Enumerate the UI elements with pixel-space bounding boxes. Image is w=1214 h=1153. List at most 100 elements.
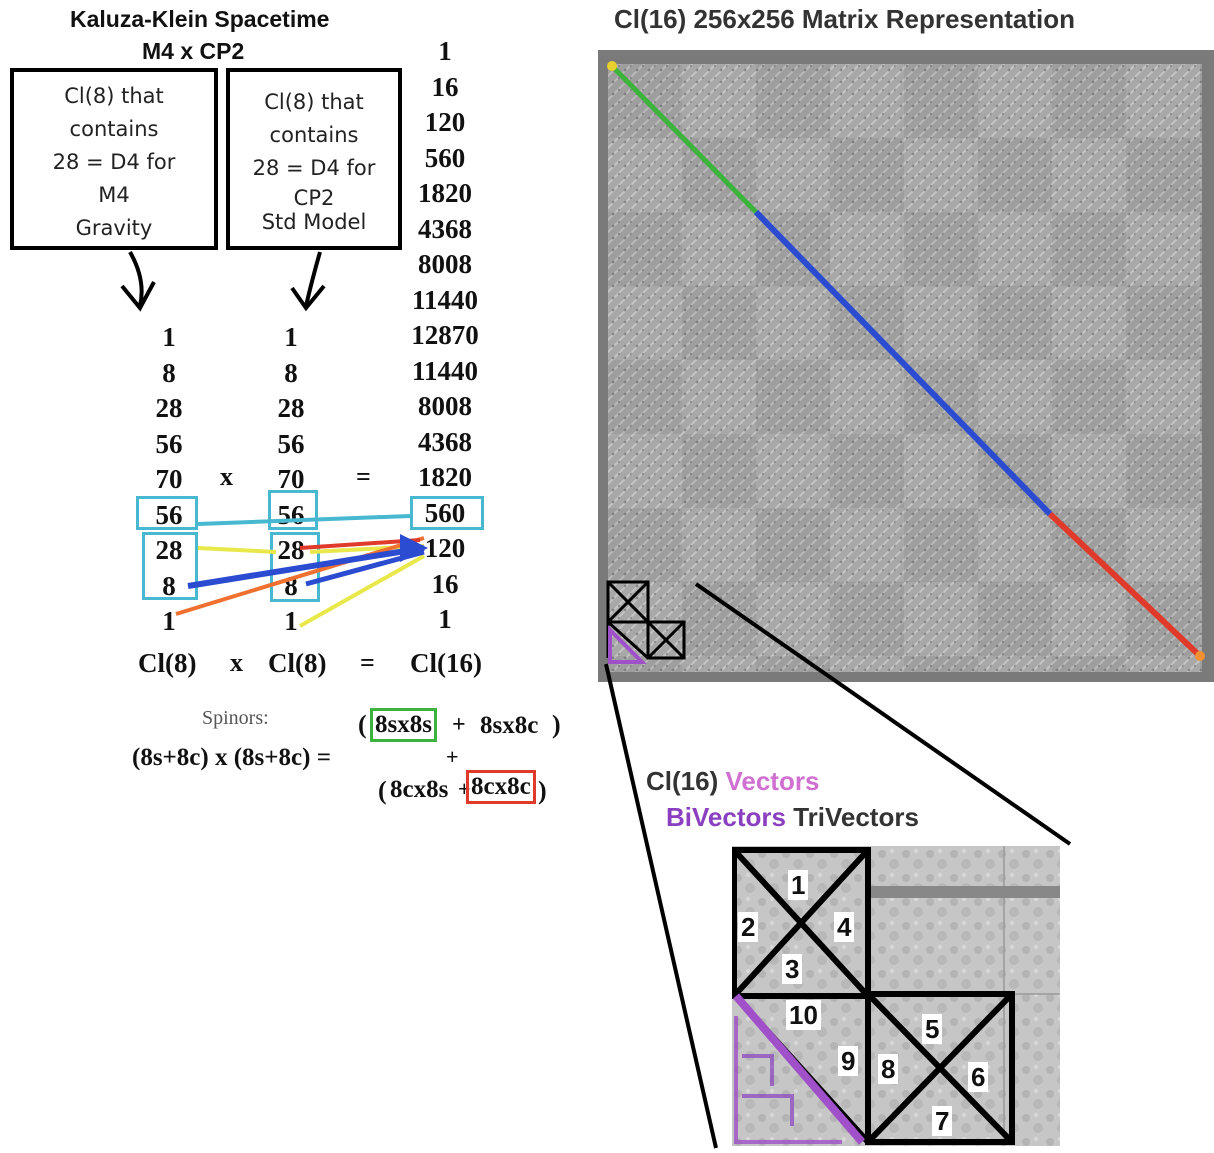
grade-value: 11440	[411, 284, 478, 315]
cyan-box-28-8-a	[142, 532, 198, 600]
box1-line: M4	[98, 183, 130, 207]
grade-value: 1	[284, 606, 298, 636]
box1-line: Gravity	[75, 216, 153, 240]
cl8-box-std-model: Cl(8) that contains 28 = D4 for CP2 Std …	[226, 68, 402, 250]
grade-value: 4368	[418, 213, 472, 244]
grade-value: 1820	[418, 178, 472, 208]
legend-trivectors: TriVectors	[793, 802, 919, 832]
legend-vectors: Cl(16) Vectors	[646, 766, 819, 797]
legend-prefix: Cl(16)	[646, 766, 719, 796]
grade-value: 8	[162, 357, 176, 388]
grade-value: 11440	[411, 355, 478, 386]
orange-line	[175, 536, 425, 616]
grade-value: 16	[431, 568, 459, 599]
box1-line: Cl(8) that	[64, 84, 164, 108]
zoom-inset	[732, 846, 1060, 1146]
spinor-open-paren: (	[358, 710, 367, 739]
grade-value: 1	[162, 322, 176, 352]
equals-sign: =	[356, 462, 371, 491]
box1-line: contains	[69, 117, 159, 141]
cell-number: 7	[932, 1106, 953, 1136]
spinor-close-paren-2: )	[538, 776, 547, 805]
spinors-label: Spinors:	[202, 707, 269, 729]
diagonal-red	[1047, 511, 1203, 659]
grade-value: 28	[277, 393, 305, 423]
box2-line: Std Model	[261, 210, 367, 234]
legend-vectors-word: Vectors	[725, 766, 820, 796]
matrix-256x256	[598, 50, 1214, 682]
grade-value: 1	[438, 604, 452, 634]
spinor-plus-mid: +	[446, 744, 459, 769]
cell-number: 1	[788, 870, 809, 900]
cell-number: 2	[738, 912, 759, 942]
grade-mapping-arrows	[175, 514, 428, 628]
box2-line: Cl(8) that	[264, 90, 364, 114]
kk-subtitle: M4 x CP2	[142, 38, 245, 64]
spinor-term-8sx8c: 8sx8c	[480, 712, 539, 739]
grade-value: 1820	[418, 462, 472, 492]
grade-value: 16	[431, 71, 459, 102]
grade-value: 70	[155, 464, 183, 494]
cl8-label-b: Cl(8)	[268, 648, 327, 678]
blue-arrowhead-icon	[400, 534, 428, 562]
yellow-line	[299, 554, 425, 628]
cell-number: 5	[922, 1014, 943, 1044]
grade-value: 70	[277, 464, 305, 494]
grade-value: 120	[424, 107, 466, 137]
grade-value: 8008	[418, 249, 472, 279]
grade-value: 120	[424, 533, 466, 563]
cell-number: 4	[834, 912, 855, 942]
cl16-label: Cl(16)	[410, 648, 482, 678]
grade-value: 560	[424, 497, 466, 528]
kk-title: Kaluza-Klein Spacetime	[70, 6, 330, 32]
spinor-term-8cx8c: 8cx8c	[466, 770, 536, 804]
grade-value: 28	[155, 393, 183, 423]
corner-dot-yellow	[607, 61, 617, 71]
legend-bivectors: BiVectors	[666, 802, 786, 832]
cl8-column-b: 1 8 28 56 70 56 28 8 1	[246, 320, 336, 640]
box2-line: 28 = D4 for	[252, 156, 376, 180]
arrow-down-icon	[304, 251, 322, 307]
grade-value: 8	[284, 357, 298, 388]
grade-value: 1	[284, 322, 298, 352]
arrow-head-icon	[290, 284, 326, 312]
inset-purple-wedge	[732, 993, 866, 1145]
matrix-title: Cl(16) 256x256 Matrix Representation	[614, 4, 1075, 34]
grade-value: 12870	[411, 320, 479, 350]
spinor-close-paren: )	[552, 710, 561, 739]
grade-value: 1	[162, 606, 176, 636]
box2-line: contains	[269, 123, 359, 147]
diagonal-blue	[753, 209, 1053, 517]
spinor-open-paren-2: (	[378, 776, 387, 805]
cell-number: 8	[878, 1054, 899, 1084]
cl-equals-sign: =	[360, 648, 375, 677]
down-arrows	[120, 251, 326, 312]
cl8-column-a: 1 8 28 56 70 56 28 8 1	[124, 320, 214, 640]
grade-value: 4368	[418, 426, 472, 457]
blue-line	[187, 545, 425, 589]
cell-number: 10	[786, 1000, 821, 1030]
spinor-lhs: (8s+8c) x (8s+8c) =	[132, 744, 331, 771]
box1-line: 28 = D4 for	[52, 150, 176, 174]
grade-value: 28	[155, 535, 183, 565]
yellow-line	[197, 546, 277, 554]
grade-value: 28	[277, 535, 305, 565]
cyan-link-line	[197, 514, 411, 526]
cyan-box-560	[410, 496, 484, 530]
box2-line: CP2	[293, 186, 335, 210]
spinor-term-8sx8s: 8sx8s	[370, 708, 437, 742]
grade-value: 56	[277, 499, 305, 530]
grade-value: 1	[438, 36, 452, 66]
grade-value: 56	[155, 499, 183, 530]
arrow-head-icon	[120, 281, 156, 312]
corner-dot-orange	[1195, 651, 1205, 661]
mini-purple-wedge	[608, 625, 647, 664]
legend-bivectors-row: BiVectors TriVectors	[666, 802, 919, 833]
cl8-label-a: Cl(8)	[138, 648, 197, 678]
cl16-grade-column: 1 16 120 560 1820 4368 8008 11440 12870 …	[400, 34, 490, 638]
cl-times-sign: x	[230, 648, 243, 677]
cyan-box-56-b	[268, 490, 318, 530]
grade-value: 56	[277, 428, 305, 459]
times-sign: x	[220, 462, 233, 491]
